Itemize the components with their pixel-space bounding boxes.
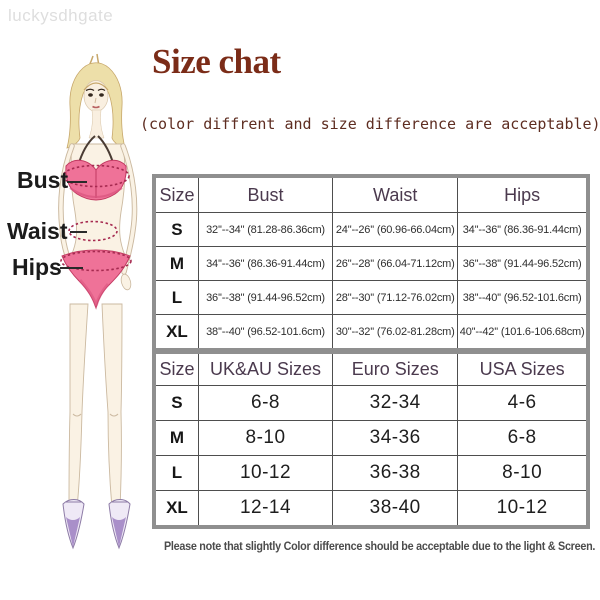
size-cell: L xyxy=(153,280,199,315)
bust-pointer-line xyxy=(67,181,87,183)
hips-cell: 40''--42'' (101.6-106.68cm) xyxy=(457,314,589,351)
size-cell: M xyxy=(153,420,199,456)
footnote-text: Please note that slightly Color differen… xyxy=(163,539,596,553)
left-shoe xyxy=(62,499,85,550)
header-cell-size: Size xyxy=(153,351,199,386)
ukau-cell: 10-12 xyxy=(197,455,334,491)
bust-cell: 34''--36'' (86.36-91.44cm) xyxy=(197,246,334,281)
header-cell-waist: Waist xyxy=(332,175,459,213)
table-row: S 6-8 32-34 4-6 xyxy=(153,385,589,421)
usa-cell: 10-12 xyxy=(457,490,589,528)
ukau-cell: 6-8 xyxy=(197,385,334,421)
header-cell-euro: Euro Sizes xyxy=(332,351,459,386)
size-cell: S xyxy=(153,385,199,421)
table-row: S 32''--34'' (81.28-86.36cm) 24''--26'' … xyxy=(153,212,589,247)
bust-cell: 32''--34'' (81.28-86.36cm) xyxy=(197,212,334,247)
header-cell-usa: USA Sizes xyxy=(457,351,589,386)
table-row: M 34''--36'' (86.36-91.44cm) 26''--28'' … xyxy=(153,246,589,281)
watermark: luckysdhgate xyxy=(8,6,114,25)
header-cell-bust: Bust xyxy=(197,175,334,213)
waist-label: Waist xyxy=(7,218,68,244)
hips-cell: 34''--36'' (86.36-91.44cm) xyxy=(457,212,589,247)
usa-cell: 4-6 xyxy=(457,385,589,421)
size-cell: L xyxy=(153,455,199,491)
table-row: M 8-10 34-36 6-8 xyxy=(153,420,589,456)
euro-cell: 34-36 xyxy=(332,420,459,456)
conversion-table: Size UK&AU Sizes Euro Sizes USA Sizes S … xyxy=(152,350,590,529)
hair xyxy=(66,53,126,149)
euro-cell: 36-38 xyxy=(332,455,459,491)
bust-cell: 36''--38'' (91.44-96.52cm) xyxy=(197,280,334,315)
waist-cell: 28''--30'' (71.12-76.02cm) xyxy=(332,280,459,315)
page-subtitle: (color diffrent and size difference are … xyxy=(140,115,600,133)
hips-label: Hips xyxy=(12,254,62,280)
ukau-cell: 12-14 xyxy=(197,490,334,528)
conversion-table-header-row: Size UK&AU Sizes Euro Sizes USA Sizes xyxy=(153,351,589,386)
bust-measure-ellipse xyxy=(62,164,130,188)
legs xyxy=(68,303,123,509)
waist-cell: 26''--28'' (66.04-71.12cm) xyxy=(332,246,459,281)
table-row: XL 38''--40'' (96.52-101.6cm) 30''--32''… xyxy=(153,314,589,351)
euro-cell: 38-40 xyxy=(332,490,459,528)
hips-cell: 38''--40'' (96.52-101.6cm) xyxy=(457,280,589,315)
usa-cell: 6-8 xyxy=(457,420,589,456)
usa-cell: 8-10 xyxy=(457,455,589,491)
table-row: L 36''--38'' (91.44-96.52cm) 28''--30'' … xyxy=(153,280,589,315)
waist-pointer-line xyxy=(70,231,87,233)
euro-cell: 32-34 xyxy=(332,385,459,421)
waist-cell: 24''--26'' (60.96-66.04cm) xyxy=(332,212,459,247)
right-shoe xyxy=(108,499,131,550)
bikini-top xyxy=(65,135,127,201)
face xyxy=(83,80,109,139)
header-cell-ukau: UK&AU Sizes xyxy=(197,351,334,386)
bikini-bottom xyxy=(61,249,131,310)
table-row: L 10-12 36-38 8-10 xyxy=(153,455,589,491)
measurement-table: Size Bust Waist Hips S 32''--34'' (81.28… xyxy=(152,174,590,352)
waist-measure-ellipse xyxy=(68,220,118,242)
bust-label: Bust xyxy=(17,167,69,193)
size-cell: S xyxy=(153,212,199,247)
table-row: XL 12-14 38-40 10-12 xyxy=(153,490,589,528)
hips-pointer-line xyxy=(60,267,83,269)
hips-measure-ellipse xyxy=(60,250,132,272)
ukau-cell: 8-10 xyxy=(197,420,334,456)
header-cell-size: Size xyxy=(153,175,199,213)
size-cell: XL xyxy=(153,314,199,351)
waist-cell: 30''--32'' (76.02-81.28cm) xyxy=(332,314,459,351)
page-title: Size chat xyxy=(152,42,281,81)
figure-sketch xyxy=(58,53,138,550)
hips-cell: 36''--38'' (91.44-96.52cm) xyxy=(457,246,589,281)
size-cell: M xyxy=(153,246,199,281)
footnote: Please note that slightly Color differen… xyxy=(140,537,600,555)
header-cell-hips: Hips xyxy=(457,175,589,213)
bust-cell: 38''--40'' (96.52-101.6cm) xyxy=(197,314,334,351)
size-cell: XL xyxy=(153,490,199,528)
measurement-table-header-row: Size Bust Waist Hips xyxy=(153,175,589,213)
